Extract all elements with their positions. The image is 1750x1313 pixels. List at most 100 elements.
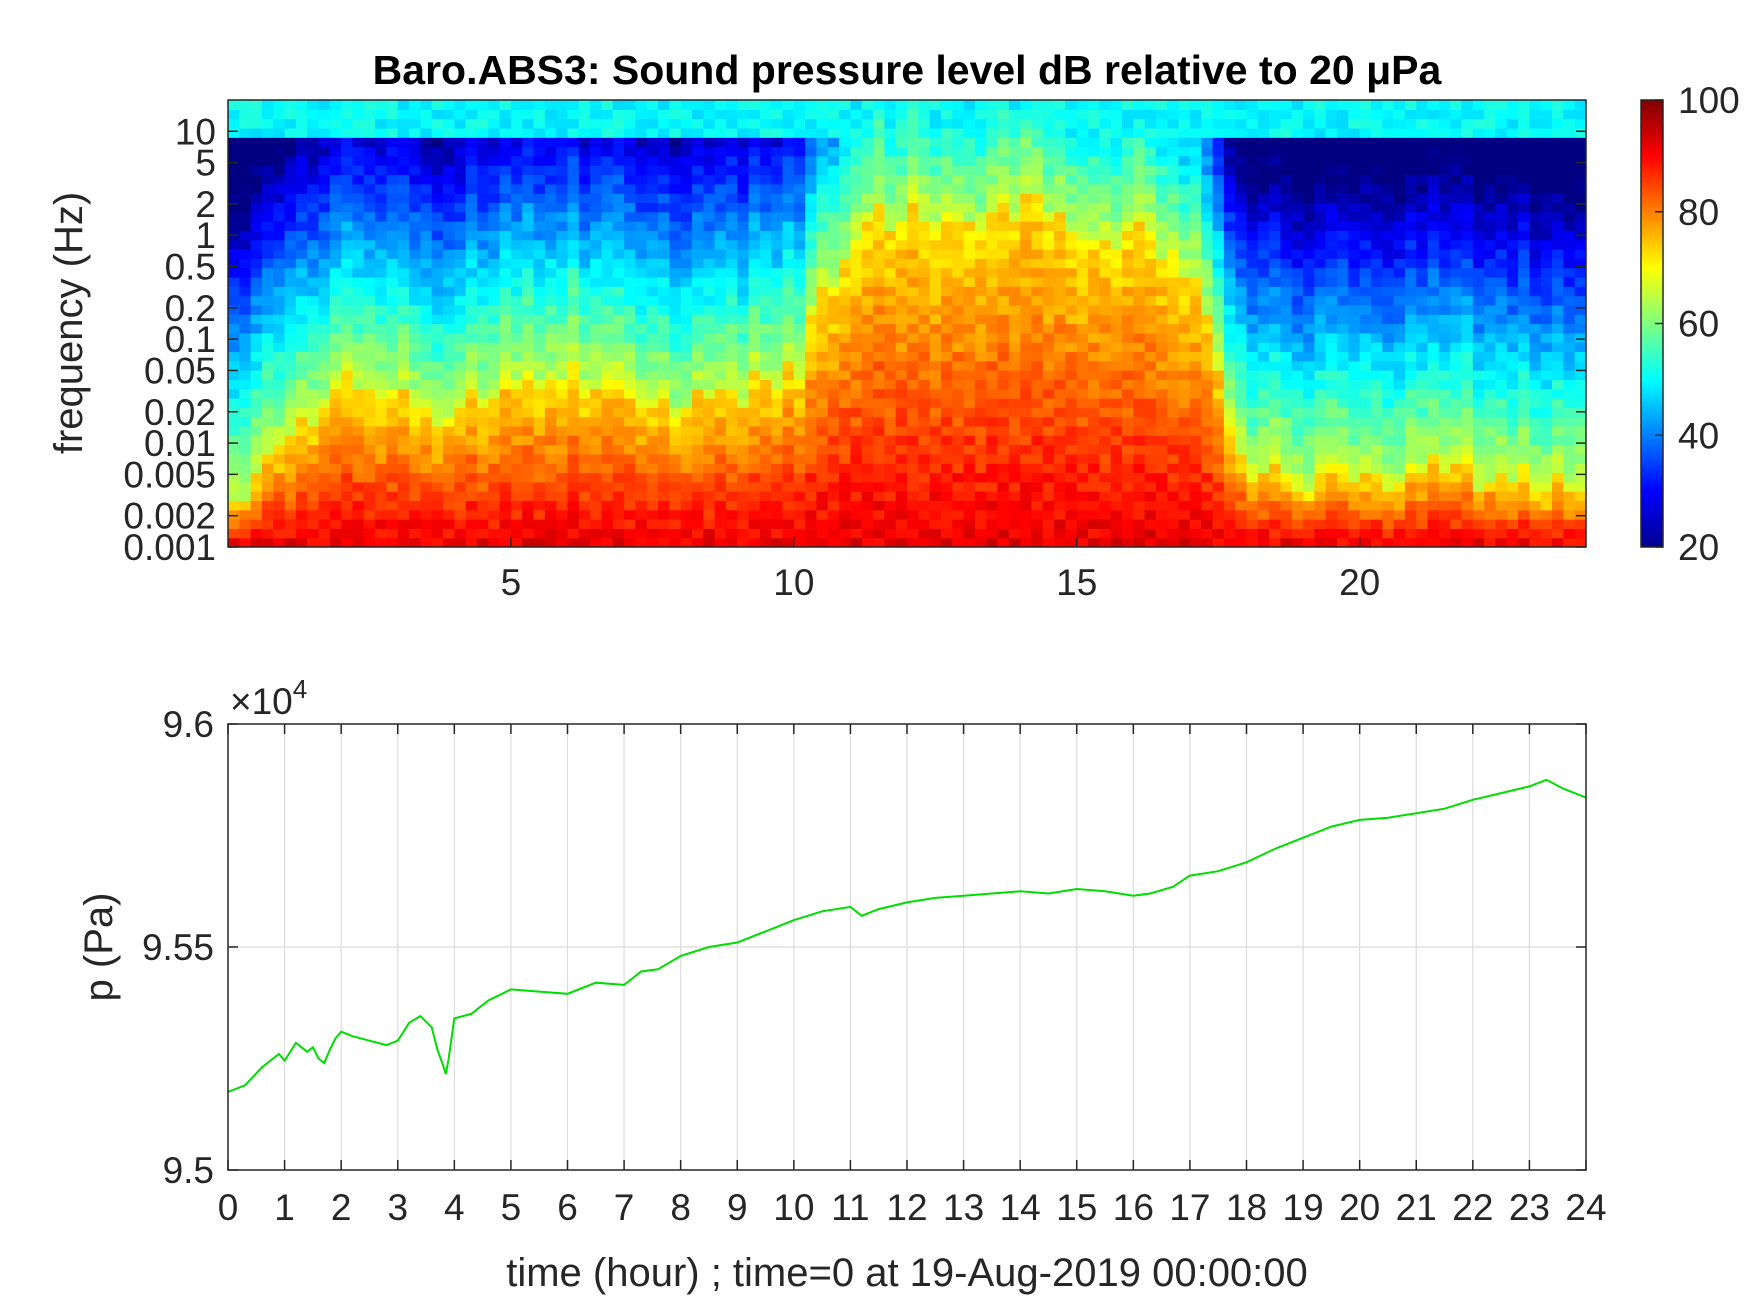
heatmap-cell [793,118,806,129]
heatmap-cell [703,407,716,418]
heatmap-cell [974,463,987,474]
heatmap-cell [816,100,829,110]
heatmap-cell [1303,323,1315,334]
heatmap-cell [669,137,682,148]
heatmap-cell [918,100,931,110]
heatmap-cell [895,481,908,492]
heatmap-cell [963,239,976,250]
heatmap-cell [1065,537,1078,547]
heatmap-cell [952,295,965,306]
heatmap-cell [1212,221,1225,231]
heatmap-cell [929,425,942,436]
heatmap-cell [499,360,512,371]
heatmap-cell [590,398,603,408]
heatmap-cell [556,211,569,222]
heatmap-cell [873,155,885,166]
heatmap-cell [1246,118,1259,129]
heatmap-cell [341,500,354,511]
heatmap-cell [1008,183,1021,194]
heatmap-cell [861,174,874,185]
heatmap-cell [601,370,614,380]
heatmap-cell [443,109,455,120]
heatmap-cell [454,537,467,547]
heatmap-cell [940,388,953,399]
heatmap-cell [952,314,965,325]
heatmap-cell [1110,500,1123,511]
heatmap-cell [907,230,919,241]
heatmap-cell [907,314,919,325]
heatmap-cell [963,528,976,539]
heatmap-cell [590,481,603,492]
heatmap-cell [556,537,569,547]
heatmap-cell [691,100,704,110]
heatmap-cell [1122,165,1134,176]
heatmap-cell [261,155,274,166]
heatmap-cell [601,155,614,166]
heatmap-cell [567,472,580,483]
heatmap-cell [239,202,252,213]
heatmap-cell [431,528,444,539]
heatmap-cell [997,183,1010,194]
heatmap-cell [1167,314,1180,325]
heatmap-cell [873,472,885,483]
heatmap-cell [680,146,693,157]
heatmap-cell [443,183,455,194]
heatmap-cell [239,276,252,287]
heatmap-cell [510,323,523,334]
heatmap-cell [1337,370,1349,380]
heatmap-cell [261,444,274,455]
heatmap-cell [590,202,603,213]
heatmap-cell [476,276,489,287]
heatmap-cell [850,295,863,306]
heatmap-cell [1031,249,1044,259]
heatmap-cell [737,174,750,185]
heatmap-cell [759,453,772,464]
heatmap-cell [816,481,829,492]
heatmap-cell [1076,491,1089,502]
heatmap-cell [522,146,535,157]
heatmap-cell [952,202,965,213]
heatmap-cell [624,165,636,176]
heatmap-cell [725,370,738,380]
heatmap-cell [578,416,591,427]
heatmap-cell [714,509,727,520]
heatmap-cell [1076,332,1089,343]
heatmap-cell [1201,388,1214,399]
heatmap-cell [918,463,931,474]
heatmap-cell [499,425,512,436]
heatmap-cell [431,183,444,194]
heatmap-cell [567,239,580,250]
heatmap-cell [669,109,682,120]
heatmap-cell [1348,249,1361,259]
heatmap-cell [1110,295,1123,306]
heatmap-cell [793,351,806,362]
heatmap-cell [556,202,569,213]
heatmap-cell [567,528,580,539]
heatmap-cell [1348,183,1361,194]
heatmap-cell [1122,509,1134,520]
heatmap-cell [341,183,354,194]
heatmap-cell [646,118,659,129]
heatmap-cell [895,276,908,287]
heatmap-cell [556,528,569,539]
heatmap-cell [1189,286,1202,297]
heatmap-cell [680,221,693,231]
spectrogram-heatmap [228,100,1586,547]
heatmap-cell [737,183,750,194]
heatmap-cell [703,127,716,138]
heatmap-cell [1008,463,1021,474]
heatmap-cell [375,491,388,502]
heatmap-cell [703,202,716,213]
heatmap-cell [1359,109,1372,120]
heatmap-cell [669,332,682,343]
heatmap-cell [861,407,874,418]
heatmap-cell [680,453,693,464]
heatmap-cell [1031,491,1044,502]
heatmap-cell [918,314,931,325]
heatmap-cell [352,183,365,194]
heatmap-cell [420,332,433,343]
heatmap-cell [1144,276,1157,287]
heatmap-cell [1393,379,1406,390]
heatmap-cell [273,500,286,511]
heatmap-cell [986,146,999,157]
